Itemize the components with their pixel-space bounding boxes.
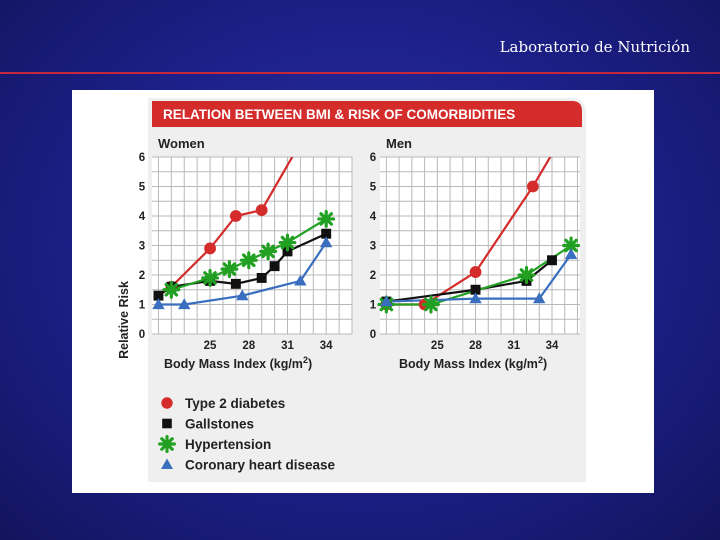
men-point-coronary-heart-disease	[533, 292, 546, 304]
men-point-gallstones	[547, 255, 557, 266]
men-x-tick-label: 28	[469, 340, 482, 352]
women-point-coronary-heart-disease	[152, 298, 165, 310]
women-point-gallstones	[256, 272, 267, 283]
women-point-hypertension-stroke	[164, 282, 179, 297]
legend-marker-hypertension-stroke	[160, 437, 174, 451]
x-axis-label-men: Body Mass Index (kg/m2)	[399, 355, 547, 371]
women-point-gallstones	[321, 228, 332, 239]
legend-marker-type-2-diabetes	[161, 397, 173, 409]
women-point-hypertension-stroke	[261, 244, 275, 259]
legend-label-hypertension: Hypertension	[185, 437, 271, 452]
women-point-type-2-diabetes	[229, 210, 242, 222]
men-point-coronary-heart-disease	[380, 295, 393, 307]
women-y-tick-label: 3	[139, 241, 145, 253]
women-point-hypertension	[201, 269, 220, 287]
x-axis-label-women-text: Body Mass Index (kg/m	[164, 357, 303, 371]
women-point-hypertension	[239, 251, 258, 270]
men-point-gallstones	[470, 284, 481, 295]
men-point-hypertension	[422, 295, 440, 314]
women-point-type-2-diabetes	[255, 204, 268, 216]
women-point-hypertension-stroke	[280, 235, 295, 250]
header-divider	[0, 72, 720, 74]
men-x-tick-label: 25	[431, 340, 444, 352]
women-point-gallstones	[153, 290, 164, 301]
women-point-hypertension	[162, 280, 181, 299]
women-point-hypertension	[317, 209, 336, 228]
men-point-hypertension-stroke	[424, 297, 438, 312]
comorbidity-figure: RELATION BETWEEN BMI & RISK OF COMORBIDI…	[117, 98, 586, 482]
women-y-tick-label: 0	[139, 329, 145, 341]
title-banner	[152, 101, 582, 127]
figure-panel: RELATION BETWEEN BMI & RISK OF COMORBIDI…	[72, 90, 654, 493]
men-point-hypertension-stroke	[519, 268, 534, 282]
men-point-hypertension	[517, 266, 536, 284]
men-point-type-2-diabetes	[469, 266, 482, 278]
women-point-hypertension	[278, 233, 297, 252]
legend-label-gallstones: Gallstones	[185, 417, 254, 432]
men-point-type-2-diabetes	[526, 180, 539, 193]
y-axis-label: Relative Risk	[117, 281, 131, 359]
women-y-tick-label: 1	[139, 300, 146, 312]
women-point-coronary-heart-disease	[294, 274, 307, 286]
women-y-tick-label: 6	[139, 152, 145, 164]
men-y-tick-label: 5	[370, 182, 377, 194]
women-point-type-2-diabetes	[204, 242, 216, 255]
x-axis-label-men-sup: 2	[538, 355, 543, 365]
women-x-tick-label: 34	[320, 340, 333, 352]
men-y-tick-label: 4	[370, 211, 377, 223]
women-point-hypertension	[259, 242, 278, 261]
men-panel-title: Men	[386, 136, 412, 151]
women-y-tick-label: 2	[139, 270, 145, 282]
women-x-tick-label: 28	[242, 340, 255, 352]
men-x-tick-label: 31	[507, 340, 520, 352]
women-point-hypertension-stroke	[319, 212, 333, 226]
men-y-tick-label: 6	[370, 152, 376, 164]
women-point-gallstones	[269, 261, 280, 272]
legend-marker-hypertension	[158, 435, 176, 453]
men-point-coronary-heart-disease	[469, 292, 482, 304]
men-y-tick-label: 2	[370, 270, 376, 282]
women-point-gallstones	[230, 278, 241, 289]
men-point-coronary-heart-disease	[564, 248, 578, 259]
legend-marker-coronary-heart-disease	[161, 458, 173, 469]
women-point-hypertension	[220, 260, 239, 279]
women-point-coronary-heart-disease	[319, 236, 333, 248]
slide-header: Laboratorio de Nutrición	[499, 38, 690, 56]
x-axis-label-women-sup: 2	[303, 355, 308, 365]
men-y-tick-label: 3	[370, 241, 376, 253]
women-point-hypertension-stroke	[222, 262, 237, 276]
legend-label-type-2-diabetes: Type 2 diabetes	[185, 396, 285, 411]
legend-label-coronary-heart-disease: Coronary heart disease	[185, 458, 336, 473]
men-y-tick-label: 1	[370, 300, 377, 312]
men-point-hypertension-stroke	[564, 238, 578, 253]
x-axis-label-women: Body Mass Index (kg/m2)	[164, 355, 312, 371]
women-panel-title: Women	[158, 136, 205, 151]
women-point-hypertension-stroke	[241, 253, 256, 268]
men-y-tick-label: 0	[370, 329, 376, 341]
men-x-tick-label: 34	[546, 340, 559, 352]
legend-marker-gallstones	[162, 418, 172, 429]
women-point-coronary-heart-disease	[178, 298, 191, 310]
women-y-tick-label: 4	[139, 211, 146, 223]
x-axis-label-women-close: )	[308, 357, 312, 371]
women-y-tick-label: 5	[139, 182, 146, 194]
figure-title: RELATION BETWEEN BMI & RISK OF COMORBIDI…	[163, 107, 515, 122]
x-axis-label-men-text: Body Mass Index (kg/m	[399, 357, 538, 371]
x-axis-label-men-close: )	[543, 357, 547, 371]
women-point-hypertension-stroke	[203, 271, 217, 285]
women-x-tick-label: 25	[204, 340, 217, 352]
women-point-coronary-heart-disease	[236, 289, 249, 301]
women-x-tick-label: 31	[281, 340, 294, 352]
legend: Type 2 diabetes Gallstones Hypertension Cor…	[158, 396, 336, 473]
